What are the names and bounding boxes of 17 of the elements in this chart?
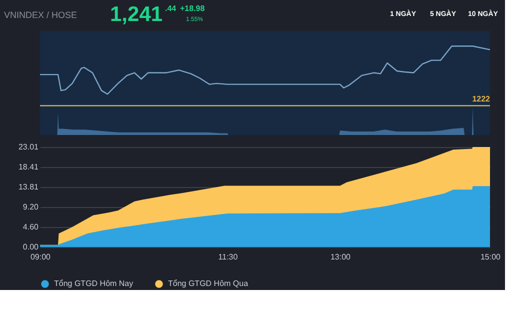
y-tick-label: 0.00: [22, 242, 40, 252]
text: 1,241: [110, 3, 163, 26]
x-tick-label: 15:00: [480, 252, 502, 262]
chart-title: VNINDEX / HOSE: [4, 10, 78, 20]
x-tick-label: 11:30: [218, 252, 238, 262]
annotation: 1222: [472, 94, 491, 104]
y-tick-label: 13.81: [18, 182, 40, 192]
y-tick-label: 4.60: [22, 222, 40, 232]
x-tick-label: 09:00: [30, 252, 52, 262]
legend-label: Tổng GTGD Hôm Nay: [54, 279, 134, 288]
text: +18.98: [180, 4, 206, 13]
legend-label: Tổng GTGD Hôm Qua: [168, 279, 249, 288]
y-tick-label: 18.41: [18, 162, 40, 172]
x-tick-label: 13:00: [330, 252, 352, 262]
y-tick-label: 23.01: [18, 142, 40, 152]
y-tick-label: 9.20: [22, 202, 40, 212]
text: .44: [165, 4, 177, 13]
